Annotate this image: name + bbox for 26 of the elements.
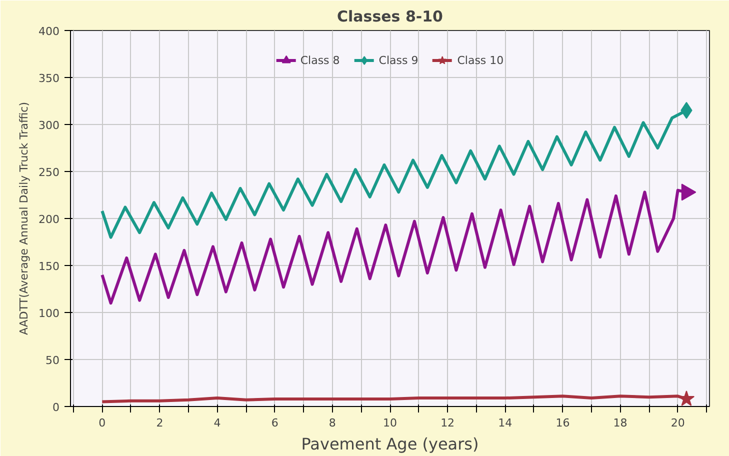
x-tick-label: 14 xyxy=(498,416,512,430)
x-tick-label: 6 xyxy=(271,416,278,430)
x-tick-label: 10 xyxy=(383,416,397,430)
x-tick-label: 0 xyxy=(98,416,106,430)
y-tick-label: 100 xyxy=(38,307,60,320)
legend-label: Class 10 xyxy=(457,54,504,66)
x-tick-label: 4 xyxy=(214,416,221,430)
y-tick-label: 300 xyxy=(38,119,60,132)
y-tick-label: 0 xyxy=(52,401,60,414)
x-tick-label: 12 xyxy=(440,416,455,430)
x-axis-title: Pavement Age (years) xyxy=(301,434,479,454)
y-axis-title: AADTT(Average Annual Daily Truck Traffic) xyxy=(18,102,31,335)
x-tick-label: 18 xyxy=(613,416,628,430)
chart-title: Classes 8-10 xyxy=(337,8,444,26)
y-tick-label: 200 xyxy=(38,213,60,226)
legend-label: Class 9 xyxy=(378,54,418,66)
x-tick-label: 20 xyxy=(670,416,685,430)
legend-label: Class 8 xyxy=(300,54,340,66)
y-tick-label: 350 xyxy=(38,72,60,85)
y-tick-label: 250 xyxy=(38,166,60,179)
x-tick-label: 2 xyxy=(156,416,164,430)
y-tick-label: 400 xyxy=(38,25,60,38)
y-tick-label: 50 xyxy=(46,354,60,367)
x-tick-label: 8 xyxy=(328,416,336,430)
y-tick-label: 150 xyxy=(38,260,60,273)
x-tick-label: 16 xyxy=(556,416,570,430)
